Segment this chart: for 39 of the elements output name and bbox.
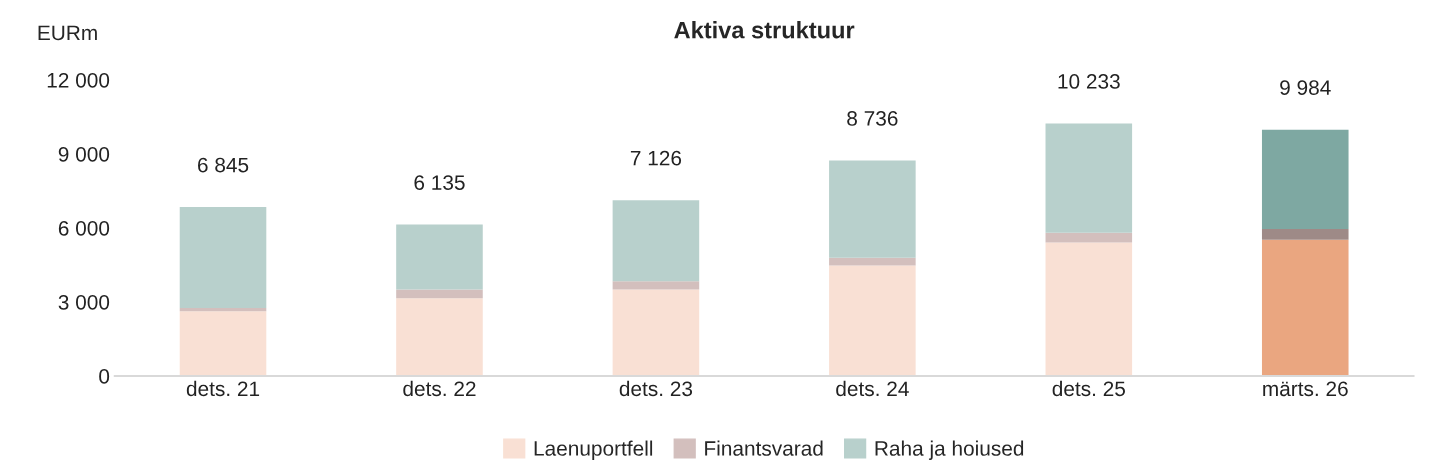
- legend-label: Finantsvarad: [705, 440, 823, 456]
- y-tick-label: 12 000: [47, 72, 110, 88]
- bar: [1261, 228, 1349, 240]
- bar: [396, 289, 483, 299]
- x-tick-label: dets. 23: [619, 380, 693, 397]
- bar: [396, 298, 483, 376]
- y-tick-label: 0: [99, 369, 110, 384]
- total-label: 6 845: [198, 157, 249, 173]
- x-tick-label: dets. 24: [836, 380, 909, 397]
- bar: [612, 200, 700, 282]
- legend-label: Raha ja hoiused: [875, 440, 1024, 460]
- y-tick-label: 6 000: [58, 220, 110, 236]
- x-tick-label: dets. 22: [403, 380, 476, 397]
- bar: [179, 207, 267, 308]
- y-tick-label: 9 000: [58, 146, 110, 162]
- bar: [829, 160, 916, 258]
- x-tick-label: dets. 25: [1052, 380, 1125, 397]
- bar: [396, 224, 483, 290]
- legend-label: Laenuportfell: [534, 440, 653, 460]
- bar: [829, 265, 916, 376]
- x-tick-label: dets. 21: [186, 380, 260, 397]
- bar: [1045, 123, 1133, 233]
- bar: [612, 281, 700, 290]
- bar: [179, 311, 267, 376]
- total-label: 6 135: [414, 175, 465, 190]
- x-tick-label: märts. 26: [1263, 381, 1348, 397]
- bar: [1261, 239, 1349, 376]
- total-label: 8 736: [847, 111, 898, 126]
- bar: [612, 289, 700, 376]
- bar: [829, 257, 916, 266]
- total-label: 7 126: [630, 150, 682, 166]
- bar: [1045, 242, 1133, 376]
- chart-title: Aktiva struktuur: [674, 21, 855, 39]
- y-tick-label: 3 000: [58, 294, 110, 310]
- bar: [1261, 129, 1349, 229]
- total-label: 10 233: [1058, 74, 1120, 89]
- y-axis-title: EURm: [38, 25, 97, 41]
- total-label: 9 984: [1280, 80, 1331, 95]
- bar: [1045, 232, 1133, 243]
